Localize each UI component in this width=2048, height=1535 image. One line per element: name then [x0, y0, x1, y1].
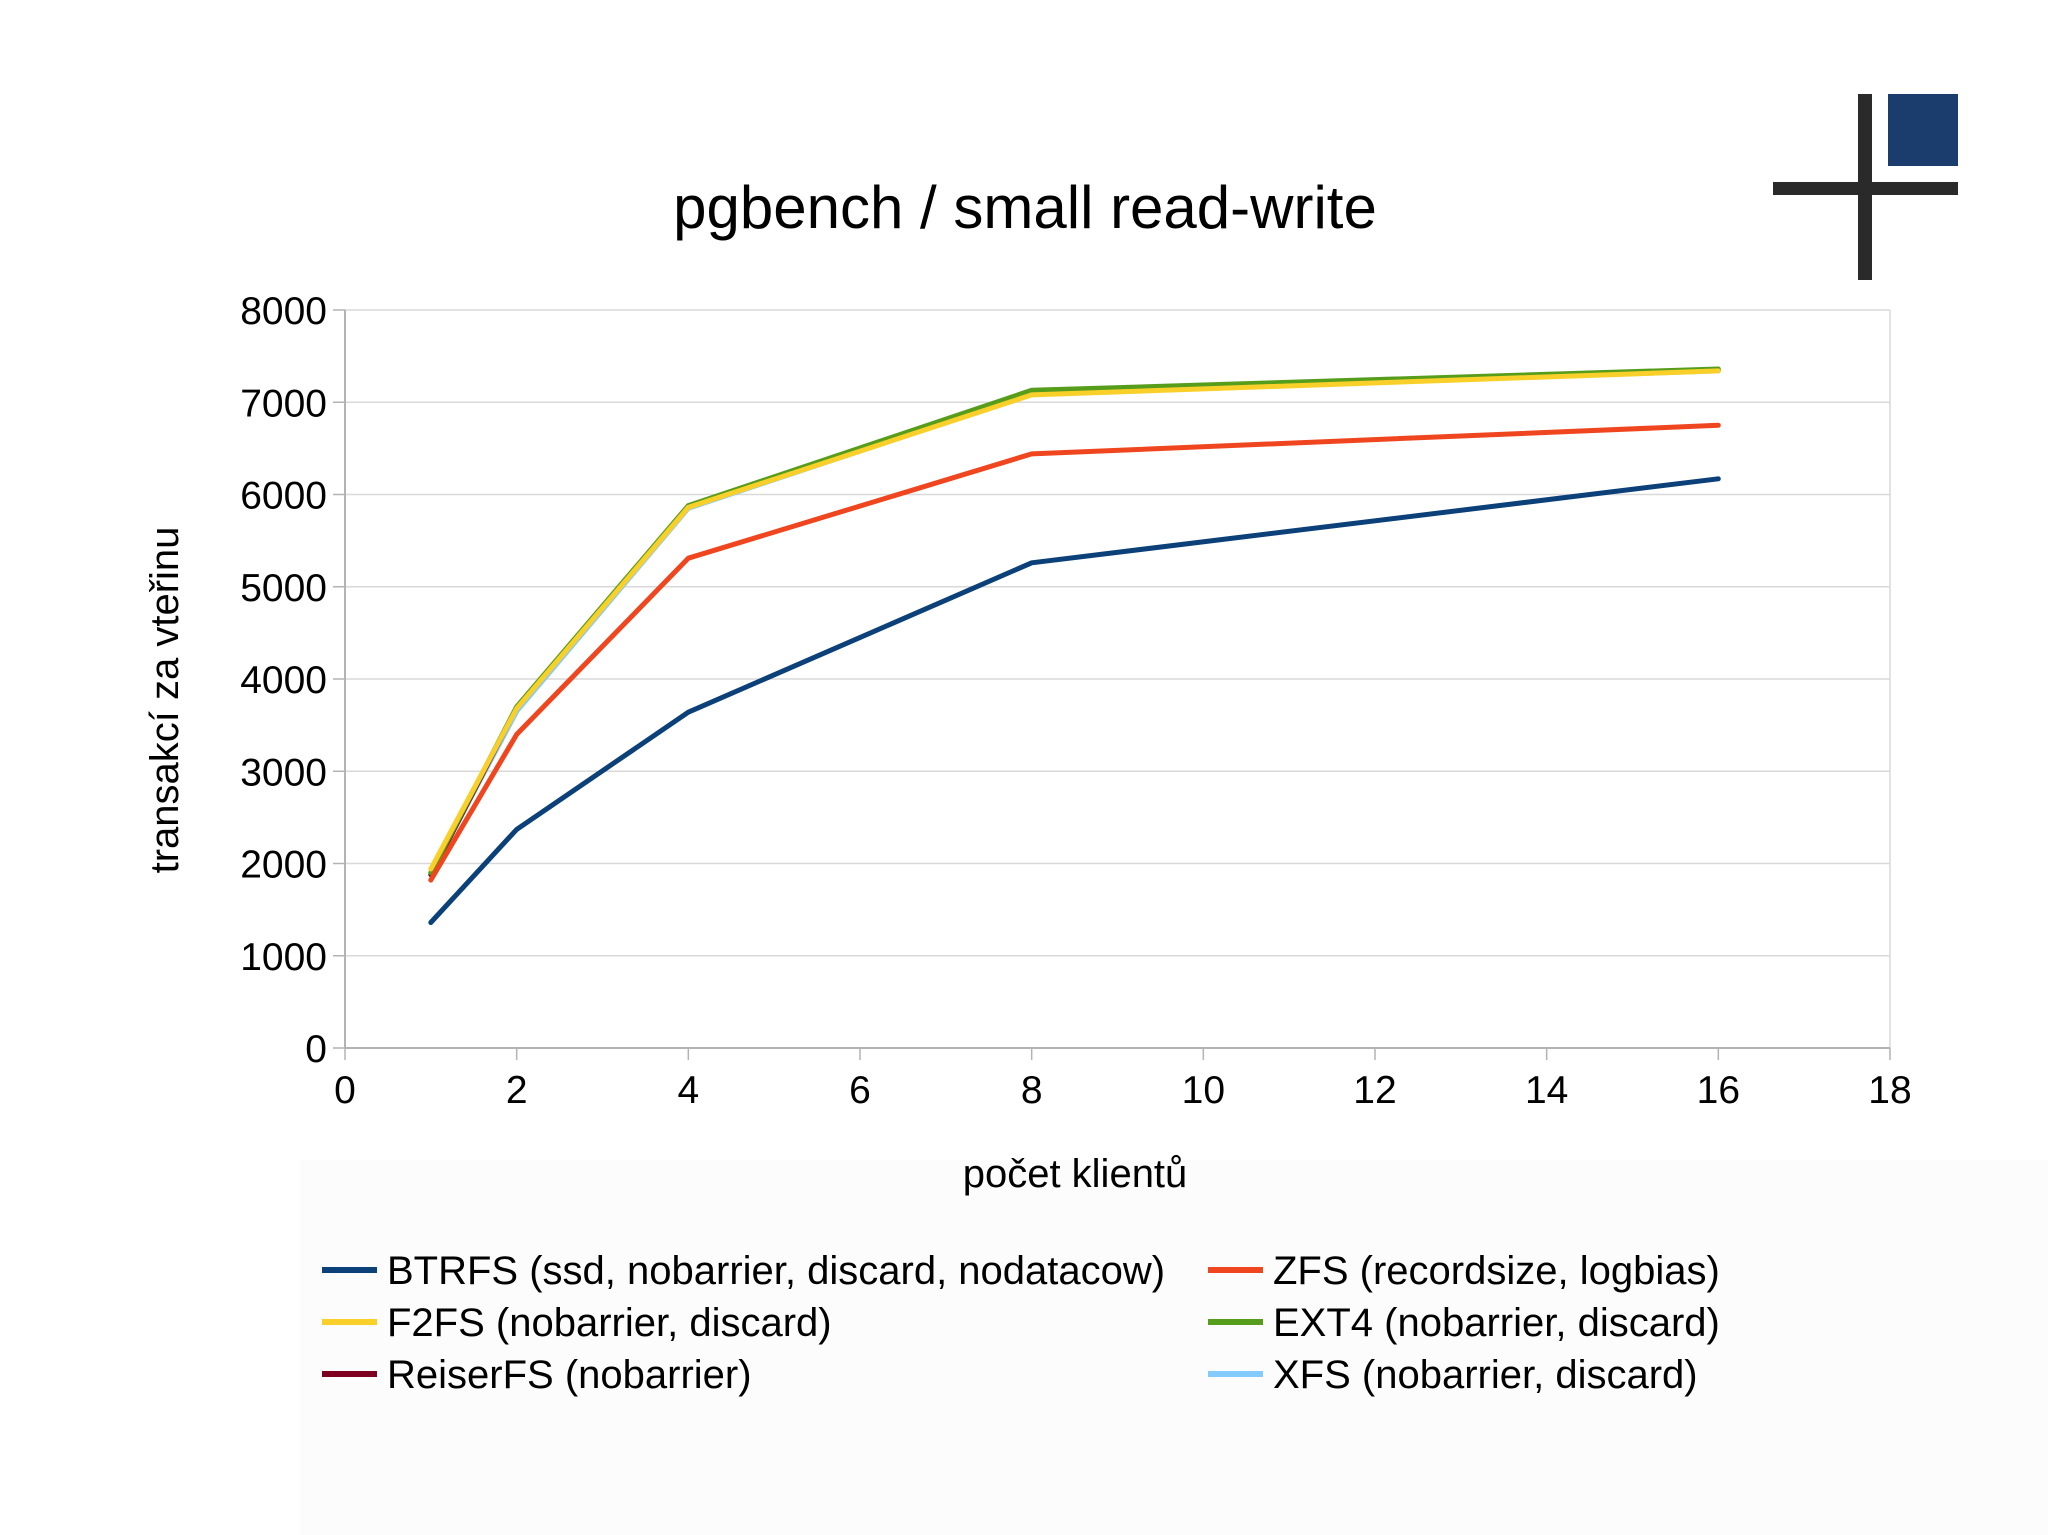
y-tick-label: 7000 [240, 382, 327, 425]
y-tick-label: 2000 [240, 844, 327, 887]
x-tick-label: 16 [1697, 1069, 1740, 1112]
legend-item-0: BTRFS (ssd, nobarrier, discard, nodataco… [322, 1249, 1165, 1293]
legend-label: EXT4 (nobarrier, discard) [1273, 1301, 1720, 1345]
legend-item-4: ReiserFS (nobarrier) [322, 1353, 752, 1397]
logo-horizontal-bar [1773, 182, 1958, 195]
series-line-1 [428, 422, 1721, 883]
x-tick-label: 2 [506, 1069, 528, 1112]
x-tick-label: 4 [677, 1069, 699, 1112]
chart-title: pgbench / small read-write [673, 174, 1377, 241]
y-tick-label: 0 [305, 1028, 327, 1071]
series-line-2 [428, 368, 1721, 872]
legend-item-5: XFS (nobarrier, discard) [1208, 1353, 1698, 1397]
y-axis-ticks: 0 1000 2000 3000 4000 5000 6000 7000 8000 [240, 290, 345, 1071]
y-tick-label: 8000 [240, 290, 327, 333]
legend: BTRFS (ssd, nobarrier, discard, nodataco… [322, 1249, 1720, 1397]
x-tick-label: 12 [1353, 1069, 1396, 1112]
legend-item-2: F2FS (nobarrier, discard) [322, 1301, 832, 1345]
y-tick-label: 5000 [240, 567, 327, 610]
legend-label: ZFS (recordsize, logbias) [1273, 1249, 1720, 1293]
legend-label: XFS (nobarrier, discard) [1273, 1353, 1698, 1397]
legend-item-3: EXT4 (nobarrier, discard) [1208, 1301, 1720, 1345]
series-lines [428, 366, 1721, 925]
legend-label: F2FS (nobarrier, discard) [387, 1301, 832, 1345]
series-line-0 [428, 476, 1721, 925]
legend-label: ReiserFS (nobarrier) [387, 1353, 752, 1397]
x-tick-label: 8 [1021, 1069, 1043, 1112]
x-axis-title: počet klientů [963, 1152, 1188, 1196]
logo-square [1888, 94, 1958, 166]
slide-footer-shade [300, 1160, 2048, 1535]
legend-item-1: ZFS (recordsize, logbias) [1208, 1249, 1720, 1293]
gridlines [345, 309, 1891, 1049]
x-tick-label: 10 [1182, 1069, 1225, 1112]
x-tick-label: 14 [1525, 1069, 1568, 1112]
y-tick-label: 4000 [240, 659, 327, 702]
y-axis-title: transakcí za vteřinu [143, 527, 187, 874]
x-tick-label: 18 [1868, 1069, 1911, 1112]
y-tick-label: 3000 [240, 751, 327, 794]
logo [1773, 94, 1958, 280]
y-tick-label: 6000 [240, 475, 327, 518]
legend-label: BTRFS (ssd, nobarrier, discard, nodataco… [387, 1249, 1165, 1293]
x-tick-label: 0 [334, 1069, 356, 1112]
x-tick-label: 6 [849, 1069, 871, 1112]
x-axis-ticks: 0 2 4 6 8 10 12 14 16 18 [334, 1048, 1912, 1112]
y-tick-label: 1000 [240, 936, 327, 979]
